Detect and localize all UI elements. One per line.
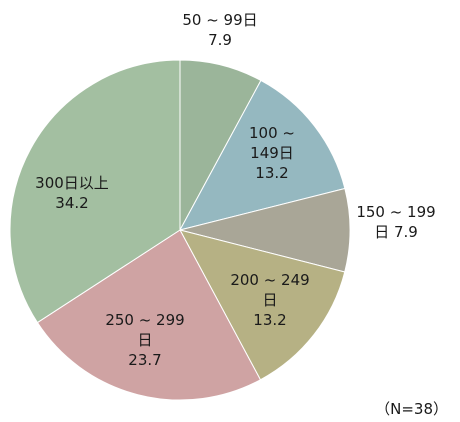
slice-label: 150 ~ 199 日 7.9 [356, 203, 435, 241]
pie-slice [36, 229, 262, 401]
slice-label: 50 ~ 99日 7.9 [182, 11, 257, 49]
pie-slice [179, 229, 346, 381]
slice-label: 200 ~ 249 日 13.2 [230, 271, 309, 329]
slice-label: 300日以上 34.2 [35, 174, 109, 212]
slice-labels: 50 ~ 99日 7.9 100 ~149日 13.2 150 ~ 199 日 7.9 20… [35, 11, 436, 369]
slice-label: 250 ~ 299 日 23.7 [105, 311, 184, 369]
sample-size-note: （N=38） [375, 400, 448, 418]
pie-slice [179, 79, 346, 231]
slice-label: 100 ~149日 13.2 [249, 124, 295, 182]
pie-slice [9, 59, 181, 324]
pie-slices [9, 59, 351, 401]
